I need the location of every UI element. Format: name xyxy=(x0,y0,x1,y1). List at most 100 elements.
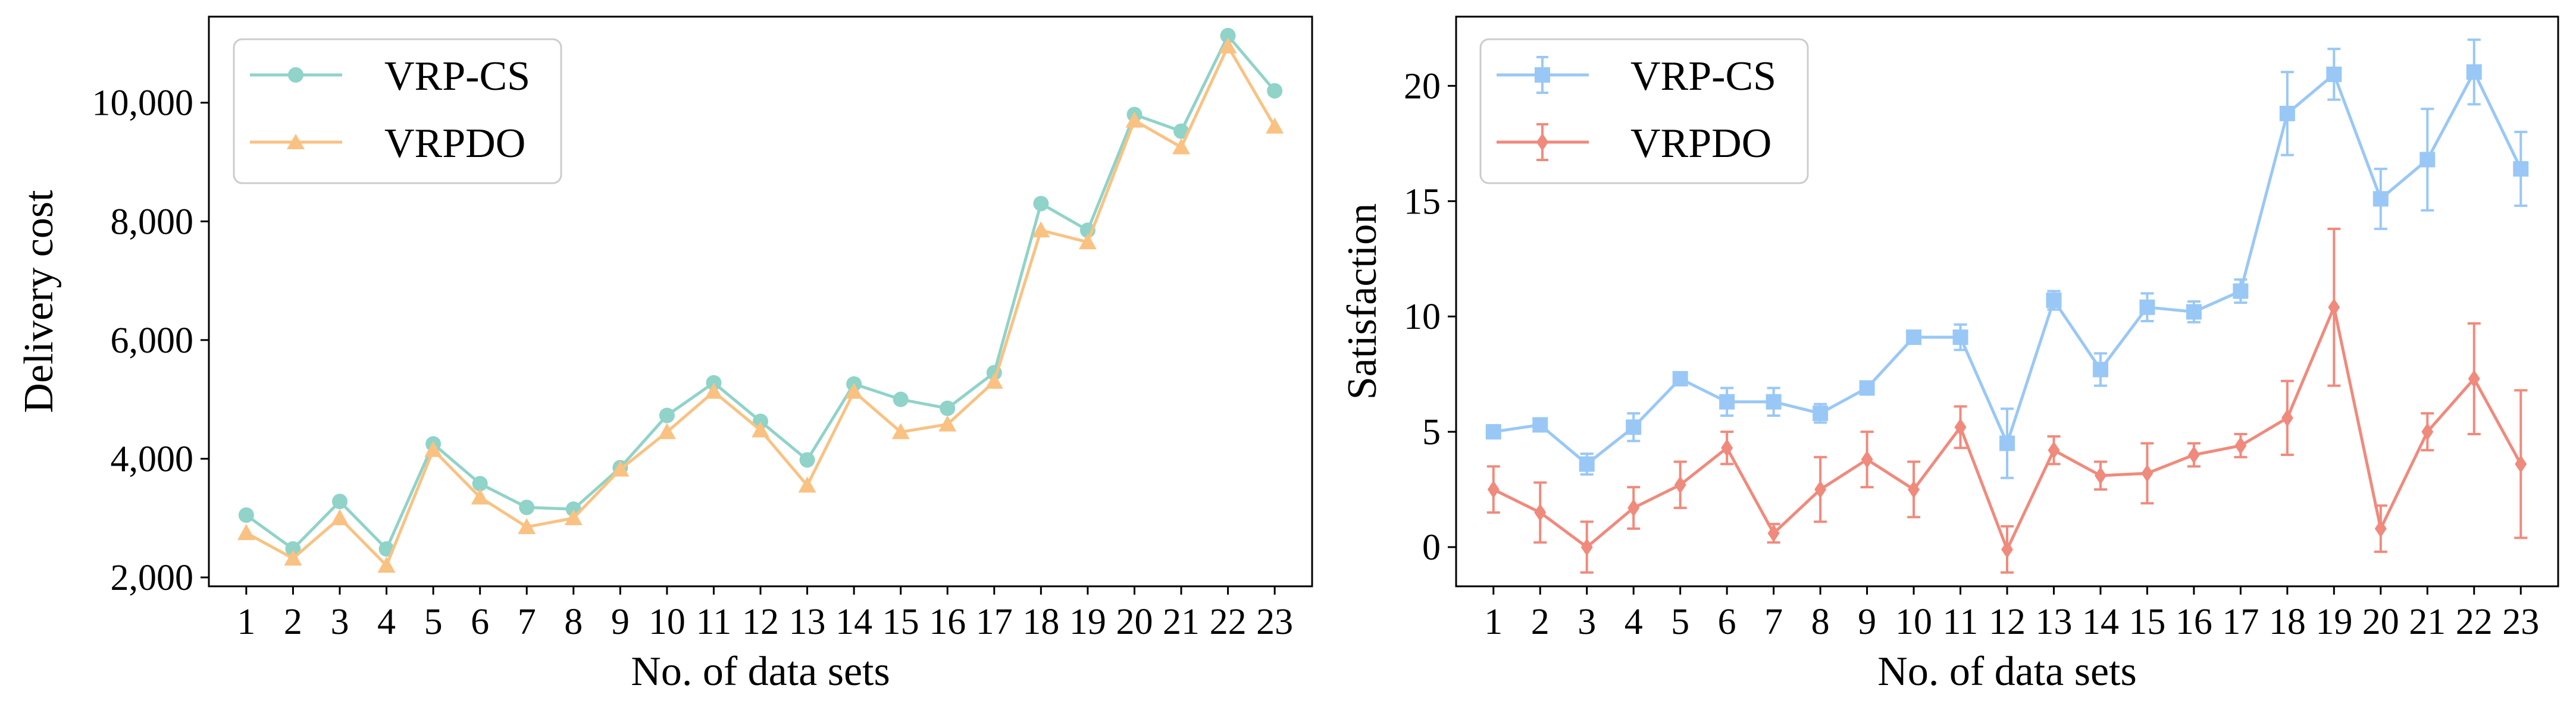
data-point xyxy=(2466,64,2482,80)
x-tick-label: 10 xyxy=(1895,602,1932,642)
y-tick-label: 10,000 xyxy=(92,83,194,124)
x-axis-label: No. of data sets xyxy=(631,649,890,695)
data-point xyxy=(2328,298,2340,316)
x-tick-label: 20 xyxy=(2362,602,2399,642)
series-vrpdo xyxy=(1486,227,2528,574)
x-tick-label: 15 xyxy=(882,602,919,642)
data-point xyxy=(2279,105,2295,121)
y-tick-label: 15 xyxy=(1404,181,1441,222)
x-tick-label: 4 xyxy=(1625,602,1643,642)
y-axis-label: Delivery cost xyxy=(16,190,62,413)
data-point xyxy=(1172,138,1191,155)
data-point xyxy=(2048,441,2060,460)
x-tick-label: 8 xyxy=(1811,602,1830,642)
data-point xyxy=(2046,293,2062,309)
data-point xyxy=(2515,455,2527,473)
data-point xyxy=(1220,27,1236,43)
data-point xyxy=(1173,123,1190,139)
data-point xyxy=(1532,417,1548,433)
y-tick-label: 6,000 xyxy=(111,321,194,361)
data-point xyxy=(940,400,956,416)
data-point xyxy=(2513,161,2529,177)
y-tick-label: 5 xyxy=(1422,412,1441,453)
data-point xyxy=(752,421,769,438)
x-tick-label: 11 xyxy=(1943,602,1979,642)
x-tick-label: 7 xyxy=(518,602,536,642)
data-point xyxy=(1906,329,1922,345)
data-point xyxy=(799,452,815,468)
data-point xyxy=(845,382,863,399)
data-point xyxy=(331,494,348,510)
x-tick-label: 3 xyxy=(330,602,349,642)
data-point xyxy=(1485,424,1501,440)
x-tick-label: 12 xyxy=(742,602,779,642)
data-point xyxy=(2186,304,2202,320)
x-tick-label: 9 xyxy=(1858,602,1876,642)
data-point xyxy=(377,557,396,573)
x-tick-label: 12 xyxy=(1989,602,2026,642)
x-tick-label: 8 xyxy=(564,602,583,642)
legend-marker-vrpdo xyxy=(1536,133,1548,151)
data-point xyxy=(1999,435,2015,451)
data-point xyxy=(1672,370,1688,387)
data-point xyxy=(705,382,723,399)
data-point xyxy=(519,499,535,516)
legend-marker-vrp-cs xyxy=(1535,67,1550,83)
x-tick-label: 10 xyxy=(649,602,686,642)
data-point xyxy=(1579,456,1595,472)
y-tick-label: 8,000 xyxy=(111,202,194,242)
x-tick-label: 3 xyxy=(1577,602,1596,642)
data-point xyxy=(1626,419,1642,435)
x-tick-label: 16 xyxy=(929,602,966,642)
data-point xyxy=(330,509,349,526)
x-tick-label: 19 xyxy=(2315,602,2352,642)
data-point xyxy=(1859,380,1875,396)
data-point xyxy=(424,441,443,457)
x-tick-label: 5 xyxy=(1671,602,1689,642)
legend-entry-vrp-cs: VRP-CS xyxy=(1497,54,1776,99)
legend-marker-vrpdo xyxy=(287,134,305,149)
x-tick-label: 14 xyxy=(2082,602,2119,642)
legend-label-vrpdo: VRPDO xyxy=(384,121,525,166)
y-axis-ticks: 0 5 10 15 20 xyxy=(1404,66,1456,568)
x-axis-ticks: 1 2 3 4 5 6 7 8 9 10 11 12 13 14 15 16 17 18 19 20 21 22 23 xyxy=(1484,586,2539,642)
legend-entry-vrp-cs: VRP-CS xyxy=(250,54,530,99)
data-point xyxy=(1487,480,1500,499)
data-point xyxy=(658,423,676,439)
data-point xyxy=(1952,329,1968,345)
data-point xyxy=(2372,191,2389,207)
x-tick-label: 2 xyxy=(1531,602,1550,642)
data-point xyxy=(564,509,583,526)
data-point xyxy=(518,518,536,535)
x-tick-label: 15 xyxy=(2129,602,2165,642)
data-point xyxy=(2281,409,2293,427)
x-tick-label: 22 xyxy=(1210,602,1247,642)
data-point xyxy=(1719,394,1735,410)
data-point xyxy=(659,407,675,423)
series-layer xyxy=(237,27,1284,573)
data-point xyxy=(611,460,630,477)
series-vrp-cs xyxy=(1485,38,2529,479)
data-point xyxy=(1954,418,1967,436)
y-tick-label: 0 xyxy=(1422,527,1441,568)
legend-label-vrpdo: VRPDO xyxy=(1630,121,1771,166)
data-point xyxy=(891,423,910,439)
x-tick-label: 1 xyxy=(1484,602,1503,642)
data-point xyxy=(2139,299,2155,315)
x-tick-label: 17 xyxy=(976,602,1013,642)
data-point xyxy=(1125,111,1144,128)
data-point xyxy=(1534,503,1547,521)
data-point xyxy=(1266,117,1284,134)
data-point xyxy=(2233,283,2249,299)
data-point xyxy=(1721,439,1733,457)
x-tick-label: 23 xyxy=(1256,602,1293,642)
data-point xyxy=(798,476,816,493)
data-point xyxy=(2468,369,2480,388)
x-tick-label: 6 xyxy=(471,602,489,642)
x-tick-label: 6 xyxy=(1718,602,1736,642)
data-point xyxy=(471,488,489,505)
x-tick-label: 19 xyxy=(1069,602,1106,642)
x-tick-label: 18 xyxy=(1022,602,1059,642)
